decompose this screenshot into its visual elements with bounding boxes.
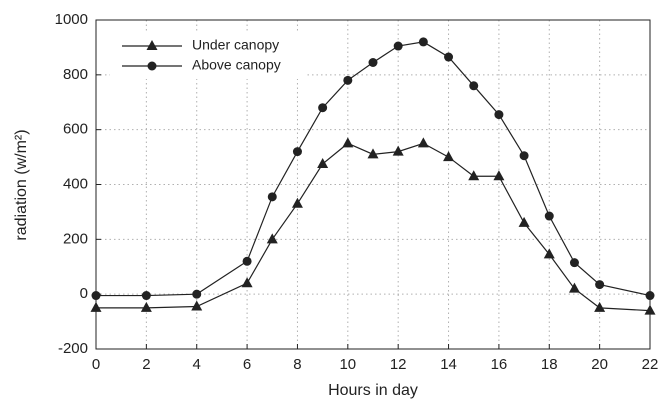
x-tick-label: 0 <box>92 356 100 373</box>
x-tick-label: 4 <box>193 356 201 373</box>
data-point <box>443 151 455 162</box>
data-point <box>645 291 655 301</box>
x-tick-label: 8 <box>293 356 301 373</box>
x-axis-label: Hours in day <box>328 382 418 399</box>
data-point <box>544 211 554 221</box>
data-point <box>494 110 504 120</box>
legend-label: Above canopy <box>192 57 281 73</box>
legend-label: Under canopy <box>192 37 279 53</box>
data-point <box>594 301 606 312</box>
x-tick-label: 6 <box>243 356 251 373</box>
data-point <box>191 300 203 311</box>
series-line <box>96 142 651 312</box>
data-point <box>568 282 580 293</box>
data-point <box>192 289 202 299</box>
y-tick-label: 600 <box>63 121 88 138</box>
data-point <box>318 103 328 113</box>
data-point <box>241 277 253 288</box>
data-point <box>444 52 454 62</box>
data-point <box>393 41 403 51</box>
data-point <box>417 137 429 148</box>
data-point <box>90 301 102 312</box>
data-point <box>569 258 579 268</box>
x-tick-label: 14 <box>440 356 457 373</box>
x-tick-label: 10 <box>339 356 356 373</box>
data-point <box>595 280 605 290</box>
data-point <box>469 81 479 91</box>
data-point <box>267 192 277 202</box>
data-point <box>543 248 555 259</box>
data-point <box>292 147 302 157</box>
series-line <box>96 41 651 297</box>
x-tick-label: 12 <box>390 356 407 373</box>
y-tick-label: -200 <box>58 340 88 357</box>
data-point <box>242 256 252 266</box>
data-point <box>644 304 656 315</box>
data-point <box>368 57 378 67</box>
x-tick-label: 16 <box>491 356 508 373</box>
data-point <box>493 170 505 181</box>
data-point <box>342 137 354 148</box>
x-tick-label: 22 <box>642 356 659 373</box>
legend-box <box>110 33 305 79</box>
y-tick-label: 400 <box>63 175 88 192</box>
data-point <box>418 37 428 47</box>
data-point <box>519 151 529 161</box>
data-point <box>518 216 530 227</box>
x-tick-label: 18 <box>541 356 558 373</box>
legend-marker <box>147 61 157 71</box>
y-axis-label: radiation (w/m²) <box>13 129 30 240</box>
legend-marker <box>146 40 158 50</box>
plot-frame <box>95 19 651 350</box>
data-point <box>468 170 480 181</box>
data-point <box>367 148 379 159</box>
y-tick-label: 200 <box>63 230 88 247</box>
y-tick-label: 0 <box>80 285 88 302</box>
data-point <box>266 233 278 244</box>
data-point <box>343 75 353 85</box>
x-tick-label: 20 <box>591 356 608 373</box>
data-point <box>140 301 152 312</box>
y-tick-label: 800 <box>63 66 88 83</box>
data-point <box>91 291 101 301</box>
x-tick-label: 2 <box>142 356 150 373</box>
data-point <box>291 197 303 208</box>
y-tick-label: 1000 <box>55 11 88 28</box>
data-point <box>317 157 329 168</box>
data-point <box>392 145 404 156</box>
data-point <box>141 291 151 301</box>
